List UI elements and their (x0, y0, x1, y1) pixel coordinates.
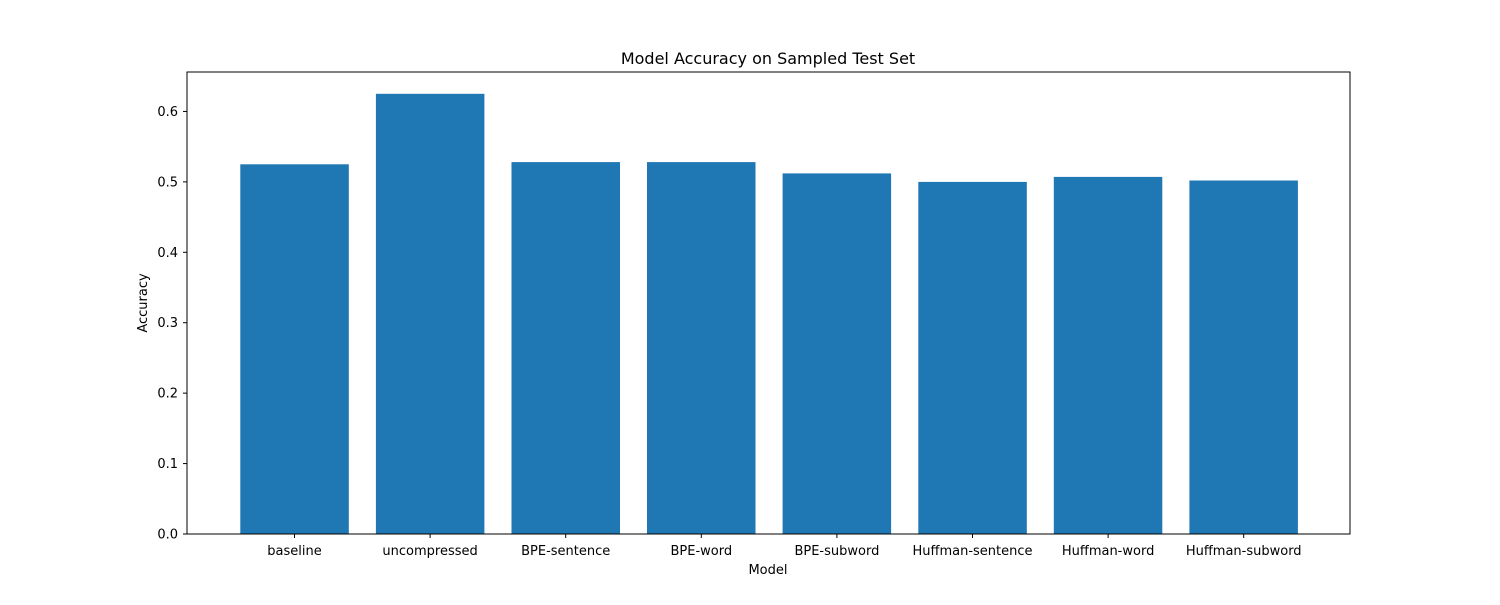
y-axis: 0.0 0.1 0.2 0.3 0.4 0.5 0.6 (157, 105, 187, 543)
y-tick-label: 0.5 (157, 175, 178, 190)
x-axis-label: Model (748, 563, 787, 578)
bar-huffman-word (1053, 176, 1163, 534)
y-tick-label: 0.3 (157, 316, 178, 331)
bar-bpe-sentence (511, 162, 620, 534)
x-tick-label: baseline (267, 544, 321, 559)
y-tick-label: 0.4 (157, 246, 178, 261)
x-axis: baseline uncompressed BPE-sentence BPE-word… (267, 534, 1302, 559)
bar-baseline (240, 164, 349, 535)
plot-frame (186, 71, 1351, 535)
x-tick-label: Huffman-word (1062, 544, 1155, 559)
bars-group (240, 93, 1298, 535)
y-tick-label: 0.6 (157, 105, 178, 120)
x-tick-label: BPE-word (670, 544, 732, 559)
x-tick-label: BPE-subword (794, 544, 879, 559)
bar-huffman-subword (1189, 180, 1298, 534)
chart-title: Model Accuracy on Sampled Test Set (621, 49, 915, 68)
bar-uncompressed (375, 93, 485, 535)
x-tick-label: Huffman-sentence (912, 544, 1032, 559)
x-tick-label: uncompressed (382, 544, 477, 559)
y-tick-label: 0.1 (157, 457, 178, 472)
bar-bpe-word (647, 162, 756, 534)
y-tick-label: 0.0 (157, 528, 178, 543)
x-tick-label: Huffman-subword (1186, 544, 1302, 559)
bar-huffman-sentence (918, 181, 1027, 534)
y-tick-label: 0.2 (157, 387, 178, 402)
bar-bpe-subword (782, 173, 892, 534)
y-axis-label: Accuracy (136, 273, 151, 333)
x-tick-label: BPE-sentence (521, 544, 610, 559)
